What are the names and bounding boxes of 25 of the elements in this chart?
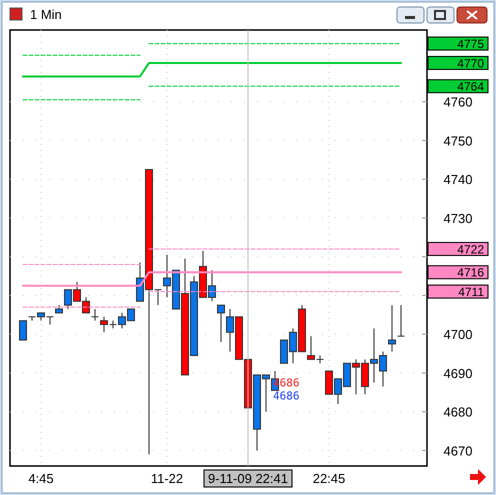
x-tick-label: 11-22 (150, 471, 184, 486)
y-tick-label: 4700 (444, 327, 472, 342)
y-tick-label: 4760 (444, 94, 472, 110)
candlestick (397, 304, 405, 337)
text: 4775 (457, 37, 484, 52)
y-tick-label: 4690 (444, 366, 472, 381)
text: 4711 (458, 285, 484, 300)
candlestick (388, 304, 396, 352)
y-tick-label: 4680 (444, 404, 472, 420)
y-tick-label: 4750 (444, 133, 472, 148)
candlestick (91, 308, 99, 322)
text: 4770 (457, 56, 484, 70)
y-tick-label: 4670 (444, 444, 472, 458)
x-tick-label: 22:45 (312, 471, 346, 486)
y-tick-label: 4730 (444, 210, 472, 226)
y-tick-label: 4740 (444, 172, 472, 188)
candlestick (19, 320, 27, 341)
chart-title: 1 Min (30, 7, 62, 22)
text: 4764 (457, 80, 484, 94)
x-tick-label: 4:45 (28, 471, 54, 486)
text: 4722 (457, 242, 484, 256)
x-tick-label: 9-11-09 22:41 (208, 471, 288, 486)
candlestick (217, 304, 225, 342)
text: 4716 (457, 266, 484, 280)
annotation: 4686 (273, 389, 300, 402)
